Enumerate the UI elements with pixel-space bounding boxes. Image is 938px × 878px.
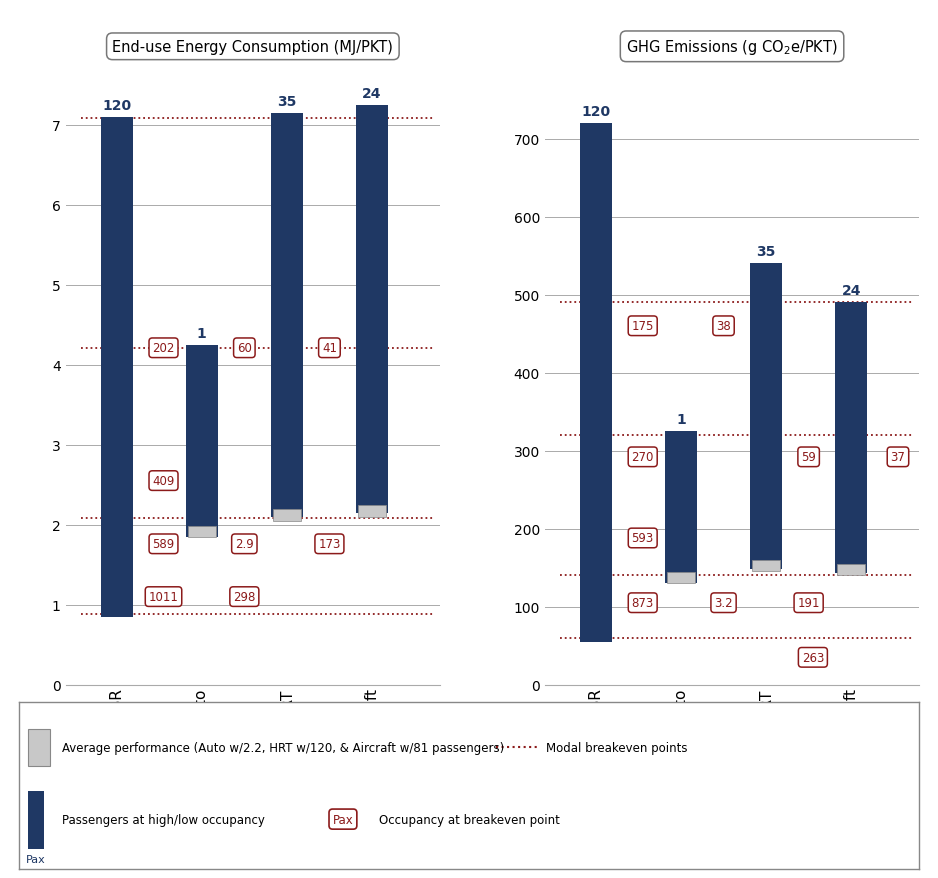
Text: 1: 1	[197, 327, 206, 340]
Text: 120: 120	[837, 709, 866, 723]
FancyBboxPatch shape	[28, 729, 51, 766]
FancyBboxPatch shape	[358, 506, 386, 517]
FancyBboxPatch shape	[752, 560, 779, 572]
Bar	[749, 264, 782, 570]
FancyBboxPatch shape	[273, 510, 300, 521]
FancyBboxPatch shape	[838, 564, 865, 575]
Bar	[356, 105, 388, 513]
Text: Passengers at high/low occupancy: Passengers at high/low occupancy	[62, 813, 265, 825]
Text: 59: 59	[801, 450, 816, 464]
Text: 298: 298	[234, 590, 255, 603]
Text: 593: 593	[631, 532, 654, 545]
Text: 120: 120	[357, 709, 386, 723]
FancyBboxPatch shape	[28, 791, 44, 849]
Bar	[835, 303, 868, 573]
Text: Modal breakeven points: Modal breakeven points	[546, 741, 687, 754]
Bar	[665, 432, 697, 584]
Text: 1200: 1200	[577, 709, 615, 723]
Text: Average performance (Auto w/2.2, HRT w/120, & Aircraft w/81 passengers): Average performance (Auto w/2.2, HRT w/1…	[62, 741, 505, 754]
Text: 589: 589	[152, 537, 174, 551]
Title: GHG Emissions (g CO$_2$e/PKT): GHG Emissions (g CO$_2$e/PKT)	[627, 38, 838, 57]
Text: 1200: 1200	[98, 709, 136, 723]
FancyBboxPatch shape	[188, 527, 216, 538]
Bar	[271, 113, 303, 517]
Text: 2.9: 2.9	[234, 537, 253, 551]
Bar	[186, 345, 218, 537]
Text: 120: 120	[582, 104, 611, 119]
Bar	[580, 124, 613, 642]
Text: 173: 173	[318, 537, 340, 551]
Text: 41: 41	[322, 342, 337, 355]
Text: Occupancy at breakeven point: Occupancy at breakeven point	[379, 813, 560, 825]
Bar	[100, 118, 133, 617]
Text: 120: 120	[102, 98, 131, 112]
Text: 409: 409	[152, 474, 174, 487]
Title: End-use Energy Consumption (MJ/PKT): End-use Energy Consumption (MJ/PKT)	[113, 40, 393, 54]
Text: 175: 175	[631, 320, 654, 333]
Text: 24: 24	[841, 284, 861, 298]
Text: 38: 38	[717, 320, 731, 333]
Text: 873: 873	[631, 596, 654, 609]
Text: 1: 1	[676, 413, 686, 427]
Text: 35: 35	[278, 95, 296, 108]
Text: 60: 60	[237, 342, 251, 355]
Text: 5: 5	[197, 709, 206, 723]
Text: 263: 263	[802, 651, 825, 664]
Text: 350: 350	[751, 709, 780, 723]
Text: 3.2: 3.2	[714, 596, 733, 609]
FancyBboxPatch shape	[667, 572, 695, 584]
Text: 191: 191	[797, 596, 820, 609]
Text: 350: 350	[272, 709, 301, 723]
Text: 5: 5	[676, 709, 686, 723]
Text: 24: 24	[362, 86, 382, 100]
Text: 270: 270	[631, 450, 654, 464]
Text: Pax: Pax	[26, 854, 46, 864]
Text: 202: 202	[152, 342, 174, 355]
Text: Pax: Pax	[333, 813, 354, 825]
Text: 1011: 1011	[148, 590, 178, 603]
Text: 35: 35	[756, 245, 776, 259]
Text: 37: 37	[890, 450, 905, 464]
